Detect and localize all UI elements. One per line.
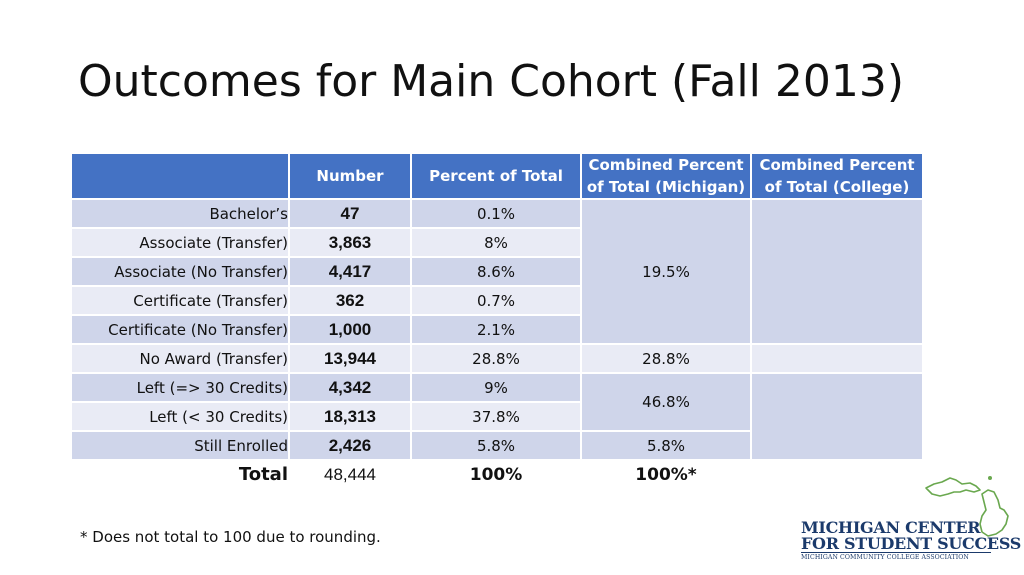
table-header-row: Number Percent of Total Combined Percent… — [70, 152, 924, 200]
total-label: Total — [70, 459, 290, 490]
header-blank — [70, 152, 290, 200]
combined-michigan-cell: 19.5% — [580, 198, 752, 345]
row-label: Still Enrolled — [70, 430, 290, 461]
row-number: 362 — [288, 285, 412, 316]
combined-michigan-cell: 5.8% — [580, 430, 752, 461]
combined-college-cell — [750, 343, 924, 374]
logo-line-1: MICHIGAN CENTER — [801, 518, 981, 537]
row-percent: 0.1% — [410, 198, 582, 229]
logo-divider — [801, 552, 991, 553]
combined-college-cell — [750, 198, 924, 345]
row-number: 13,944 — [288, 343, 412, 374]
logo-line-2: FOR STUDENT SUCCESS — [801, 534, 1021, 553]
header-combined-college: Combined Percent of Total (College) — [750, 152, 924, 200]
header-percent-total: Percent of Total — [410, 152, 582, 200]
table-row: Associate (No Transfer) 4,417 8.6% — [70, 256, 923, 287]
row-number: 1,000 — [288, 314, 412, 345]
row-percent: 0.7% — [410, 285, 582, 316]
combined-college-cell — [750, 372, 924, 461]
row-percent: 37.8% — [410, 401, 582, 432]
table-row: Left (< 30 Credits) 18,313 37.8% — [70, 401, 923, 432]
table-row: Associate (Transfer) 3,863 8% — [70, 227, 923, 258]
row-number: 3,863 — [288, 227, 412, 258]
table-row: Certificate (Transfer) 362 0.7% — [70, 285, 923, 316]
table-row: No Award (Transfer) 13,944 28.8% 28.8% — [70, 343, 924, 374]
table-total-row: Total 48,444 100% 100%* — [70, 459, 924, 490]
row-label: Bachelor’s — [70, 198, 290, 229]
total-combined-college — [750, 459, 924, 490]
michigan-map-icon — [925, 476, 1009, 537]
slide-title: Outcomes for Main Cohort (Fall 2013) — [78, 56, 904, 107]
logo-line-3: MICHIGAN COMMUNITY COLLEGE ASSOCIATION — [801, 554, 969, 561]
table-row: Still Enrolled 2,426 5.8% 5.8% — [70, 430, 923, 461]
table-row: Certificate (No Transfer) 1,000 2.1% — [70, 314, 923, 345]
row-number: 4,417 — [288, 256, 412, 287]
row-label: No Award (Transfer) — [70, 343, 290, 374]
row-label: Associate (Transfer) — [70, 227, 290, 258]
row-percent: 5.8% — [410, 430, 582, 461]
footnote: * Does not total to 100 due to rounding. — [80, 528, 381, 546]
row-label: Associate (No Transfer) — [70, 256, 290, 287]
row-percent: 8% — [410, 227, 582, 258]
row-number: 4,342 — [288, 372, 412, 403]
row-percent: 9% — [410, 372, 582, 403]
total-number: 48,444 — [288, 459, 412, 490]
row-label: Certificate (Transfer) — [70, 285, 290, 316]
row-percent: 8.6% — [410, 256, 582, 287]
outcomes-table: Number Percent of Total Combined Percent… — [70, 152, 924, 490]
row-number: 47 — [288, 198, 412, 229]
row-label: Left (< 30 Credits) — [70, 401, 290, 432]
row-number: 2,426 — [288, 430, 412, 461]
table-row: Bachelor’s 47 0.1% 19.5% — [70, 198, 924, 345]
header-number: Number — [288, 152, 412, 200]
row-percent: 28.8% — [410, 343, 582, 374]
row-number: 18,313 — [288, 401, 412, 432]
table-row: Left (=> 30 Credits) 4,342 9% 46.8% — [70, 372, 924, 461]
row-label: Certificate (No Transfer) — [70, 314, 290, 345]
row-label: Left (=> 30 Credits) — [70, 372, 290, 403]
mcss-logo: MICHIGAN CENTER FOR STUDENT SUCCESS MICH… — [798, 470, 1021, 570]
combined-michigan-cell: 46.8% — [580, 372, 752, 432]
row-percent: 2.1% — [410, 314, 582, 345]
combined-michigan-cell: 28.8% — [580, 343, 752, 374]
total-combined-michigan: 100%* — [580, 459, 752, 490]
header-combined-michigan: Combined Percent of Total (Michigan) — [580, 152, 752, 200]
total-percent: 100% — [410, 459, 582, 490]
